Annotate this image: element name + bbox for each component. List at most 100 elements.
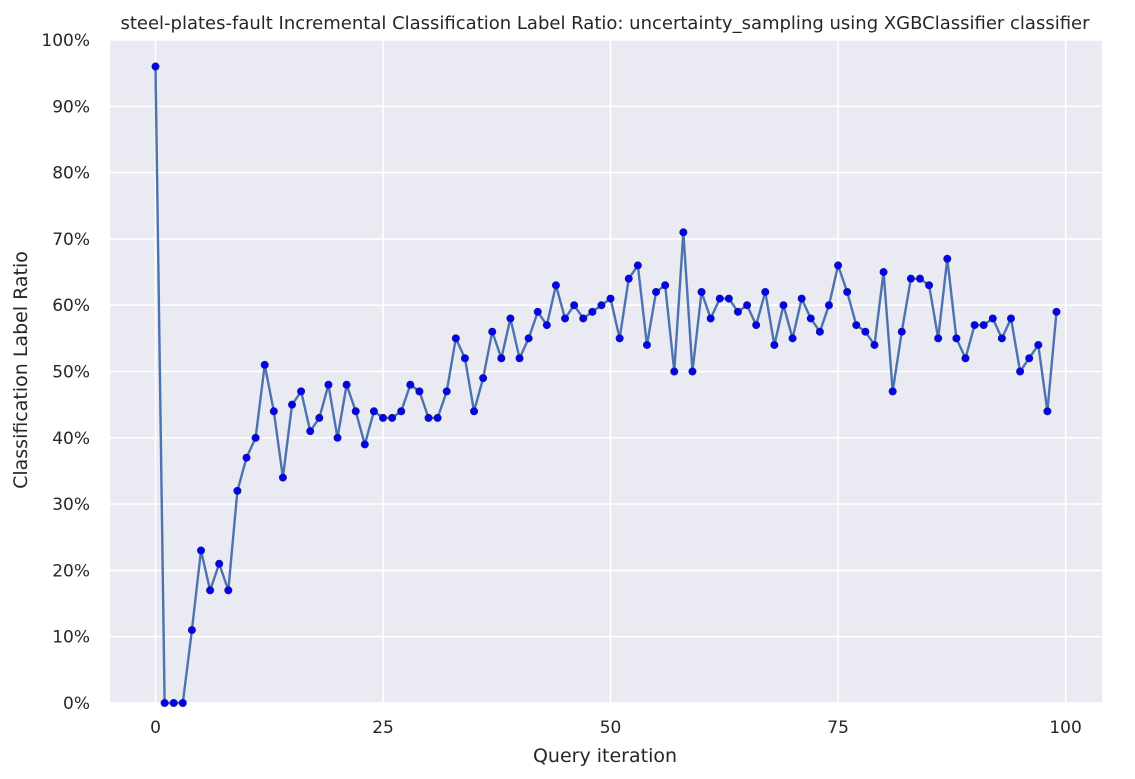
data-point bbox=[388, 413, 397, 422]
data-point bbox=[888, 387, 897, 396]
data-point bbox=[724, 294, 733, 303]
x-tick-label: 25 bbox=[372, 718, 394, 738]
data-point bbox=[215, 559, 224, 568]
data-point bbox=[861, 327, 870, 336]
data-point bbox=[952, 334, 961, 343]
data-point bbox=[506, 314, 515, 323]
data-point bbox=[779, 301, 788, 310]
data-point bbox=[979, 321, 988, 330]
y-axis-label: Classification Label Ratio bbox=[10, 251, 32, 489]
series-line bbox=[154, 66, 1058, 705]
data-point bbox=[488, 327, 497, 336]
data-point bbox=[733, 307, 742, 316]
data-point bbox=[515, 354, 524, 363]
data-point bbox=[679, 228, 688, 237]
data-point bbox=[997, 334, 1006, 343]
chart-title: steel-plates-fault Incremental Classific… bbox=[120, 13, 1090, 34]
data-point bbox=[615, 334, 624, 343]
data-point bbox=[670, 367, 679, 376]
data-point bbox=[1016, 367, 1025, 376]
data-point bbox=[333, 433, 342, 442]
x-tick-label: 50 bbox=[600, 718, 622, 738]
data-point bbox=[606, 294, 615, 303]
data-point bbox=[1006, 314, 1015, 323]
data-point bbox=[652, 287, 661, 296]
data-point bbox=[397, 407, 406, 416]
data-point bbox=[624, 274, 633, 283]
data-point bbox=[260, 360, 269, 369]
y-tick-label: 50% bbox=[52, 363, 90, 383]
data-point bbox=[925, 281, 934, 290]
grid-lines bbox=[110, 39, 1102, 704]
y-tick-label: 80% bbox=[52, 164, 90, 184]
data-point bbox=[551, 281, 560, 290]
data-point bbox=[160, 699, 169, 708]
y-tick-label: 70% bbox=[52, 230, 90, 250]
data-point bbox=[533, 307, 542, 316]
data-point bbox=[852, 321, 861, 330]
data-point bbox=[524, 334, 533, 343]
data-point bbox=[242, 453, 251, 462]
data-point bbox=[360, 440, 369, 449]
data-point bbox=[451, 334, 460, 343]
y-tick-label: 20% bbox=[52, 561, 90, 581]
y-tick-label: 60% bbox=[52, 296, 90, 316]
data-point bbox=[988, 314, 997, 323]
data-point bbox=[178, 699, 187, 708]
data-point bbox=[815, 327, 824, 336]
data-point bbox=[1052, 307, 1061, 316]
data-point bbox=[424, 413, 433, 422]
data-point bbox=[206, 586, 215, 595]
data-point bbox=[151, 62, 160, 71]
data-point bbox=[1043, 407, 1052, 416]
data-point bbox=[315, 413, 324, 422]
data-point bbox=[497, 354, 506, 363]
data-point bbox=[415, 387, 424, 396]
data-point bbox=[806, 314, 815, 323]
data-point bbox=[597, 301, 606, 310]
data-point bbox=[943, 254, 952, 263]
data-point bbox=[351, 407, 360, 416]
data-point bbox=[797, 294, 806, 303]
data-point bbox=[197, 546, 206, 555]
data-point bbox=[406, 380, 415, 389]
data-point bbox=[688, 367, 697, 376]
data-point bbox=[369, 407, 378, 416]
data-point bbox=[288, 400, 297, 409]
data-point bbox=[379, 413, 388, 422]
y-tick-label: 100% bbox=[41, 31, 90, 51]
data-point bbox=[588, 307, 597, 316]
data-point bbox=[743, 301, 752, 310]
x-tick-label: 100 bbox=[1049, 718, 1081, 738]
data-point bbox=[224, 586, 233, 595]
data-point bbox=[1034, 340, 1043, 349]
data-point bbox=[843, 287, 852, 296]
data-point bbox=[961, 354, 970, 363]
data-point bbox=[788, 334, 797, 343]
data-point bbox=[297, 387, 306, 396]
data-point bbox=[579, 314, 588, 323]
data-point bbox=[970, 321, 979, 330]
data-point bbox=[752, 321, 761, 330]
data-point bbox=[470, 407, 479, 416]
data-point bbox=[342, 380, 351, 389]
data-point bbox=[306, 427, 315, 436]
data-point bbox=[479, 374, 488, 383]
data-point bbox=[442, 387, 451, 396]
x-axis-label: Query iteration bbox=[533, 745, 677, 767]
data-point bbox=[661, 281, 670, 290]
data-point bbox=[706, 314, 715, 323]
data-point bbox=[915, 274, 924, 283]
data-point bbox=[870, 340, 879, 349]
data-point bbox=[233, 486, 242, 495]
data-point bbox=[715, 294, 724, 303]
data-series bbox=[151, 62, 1061, 708]
y-tick-label: 90% bbox=[52, 97, 90, 117]
data-point bbox=[834, 261, 843, 270]
data-point bbox=[697, 287, 706, 296]
data-point bbox=[460, 354, 469, 363]
data-point bbox=[542, 321, 551, 330]
data-point bbox=[824, 301, 833, 310]
data-point bbox=[433, 413, 442, 422]
